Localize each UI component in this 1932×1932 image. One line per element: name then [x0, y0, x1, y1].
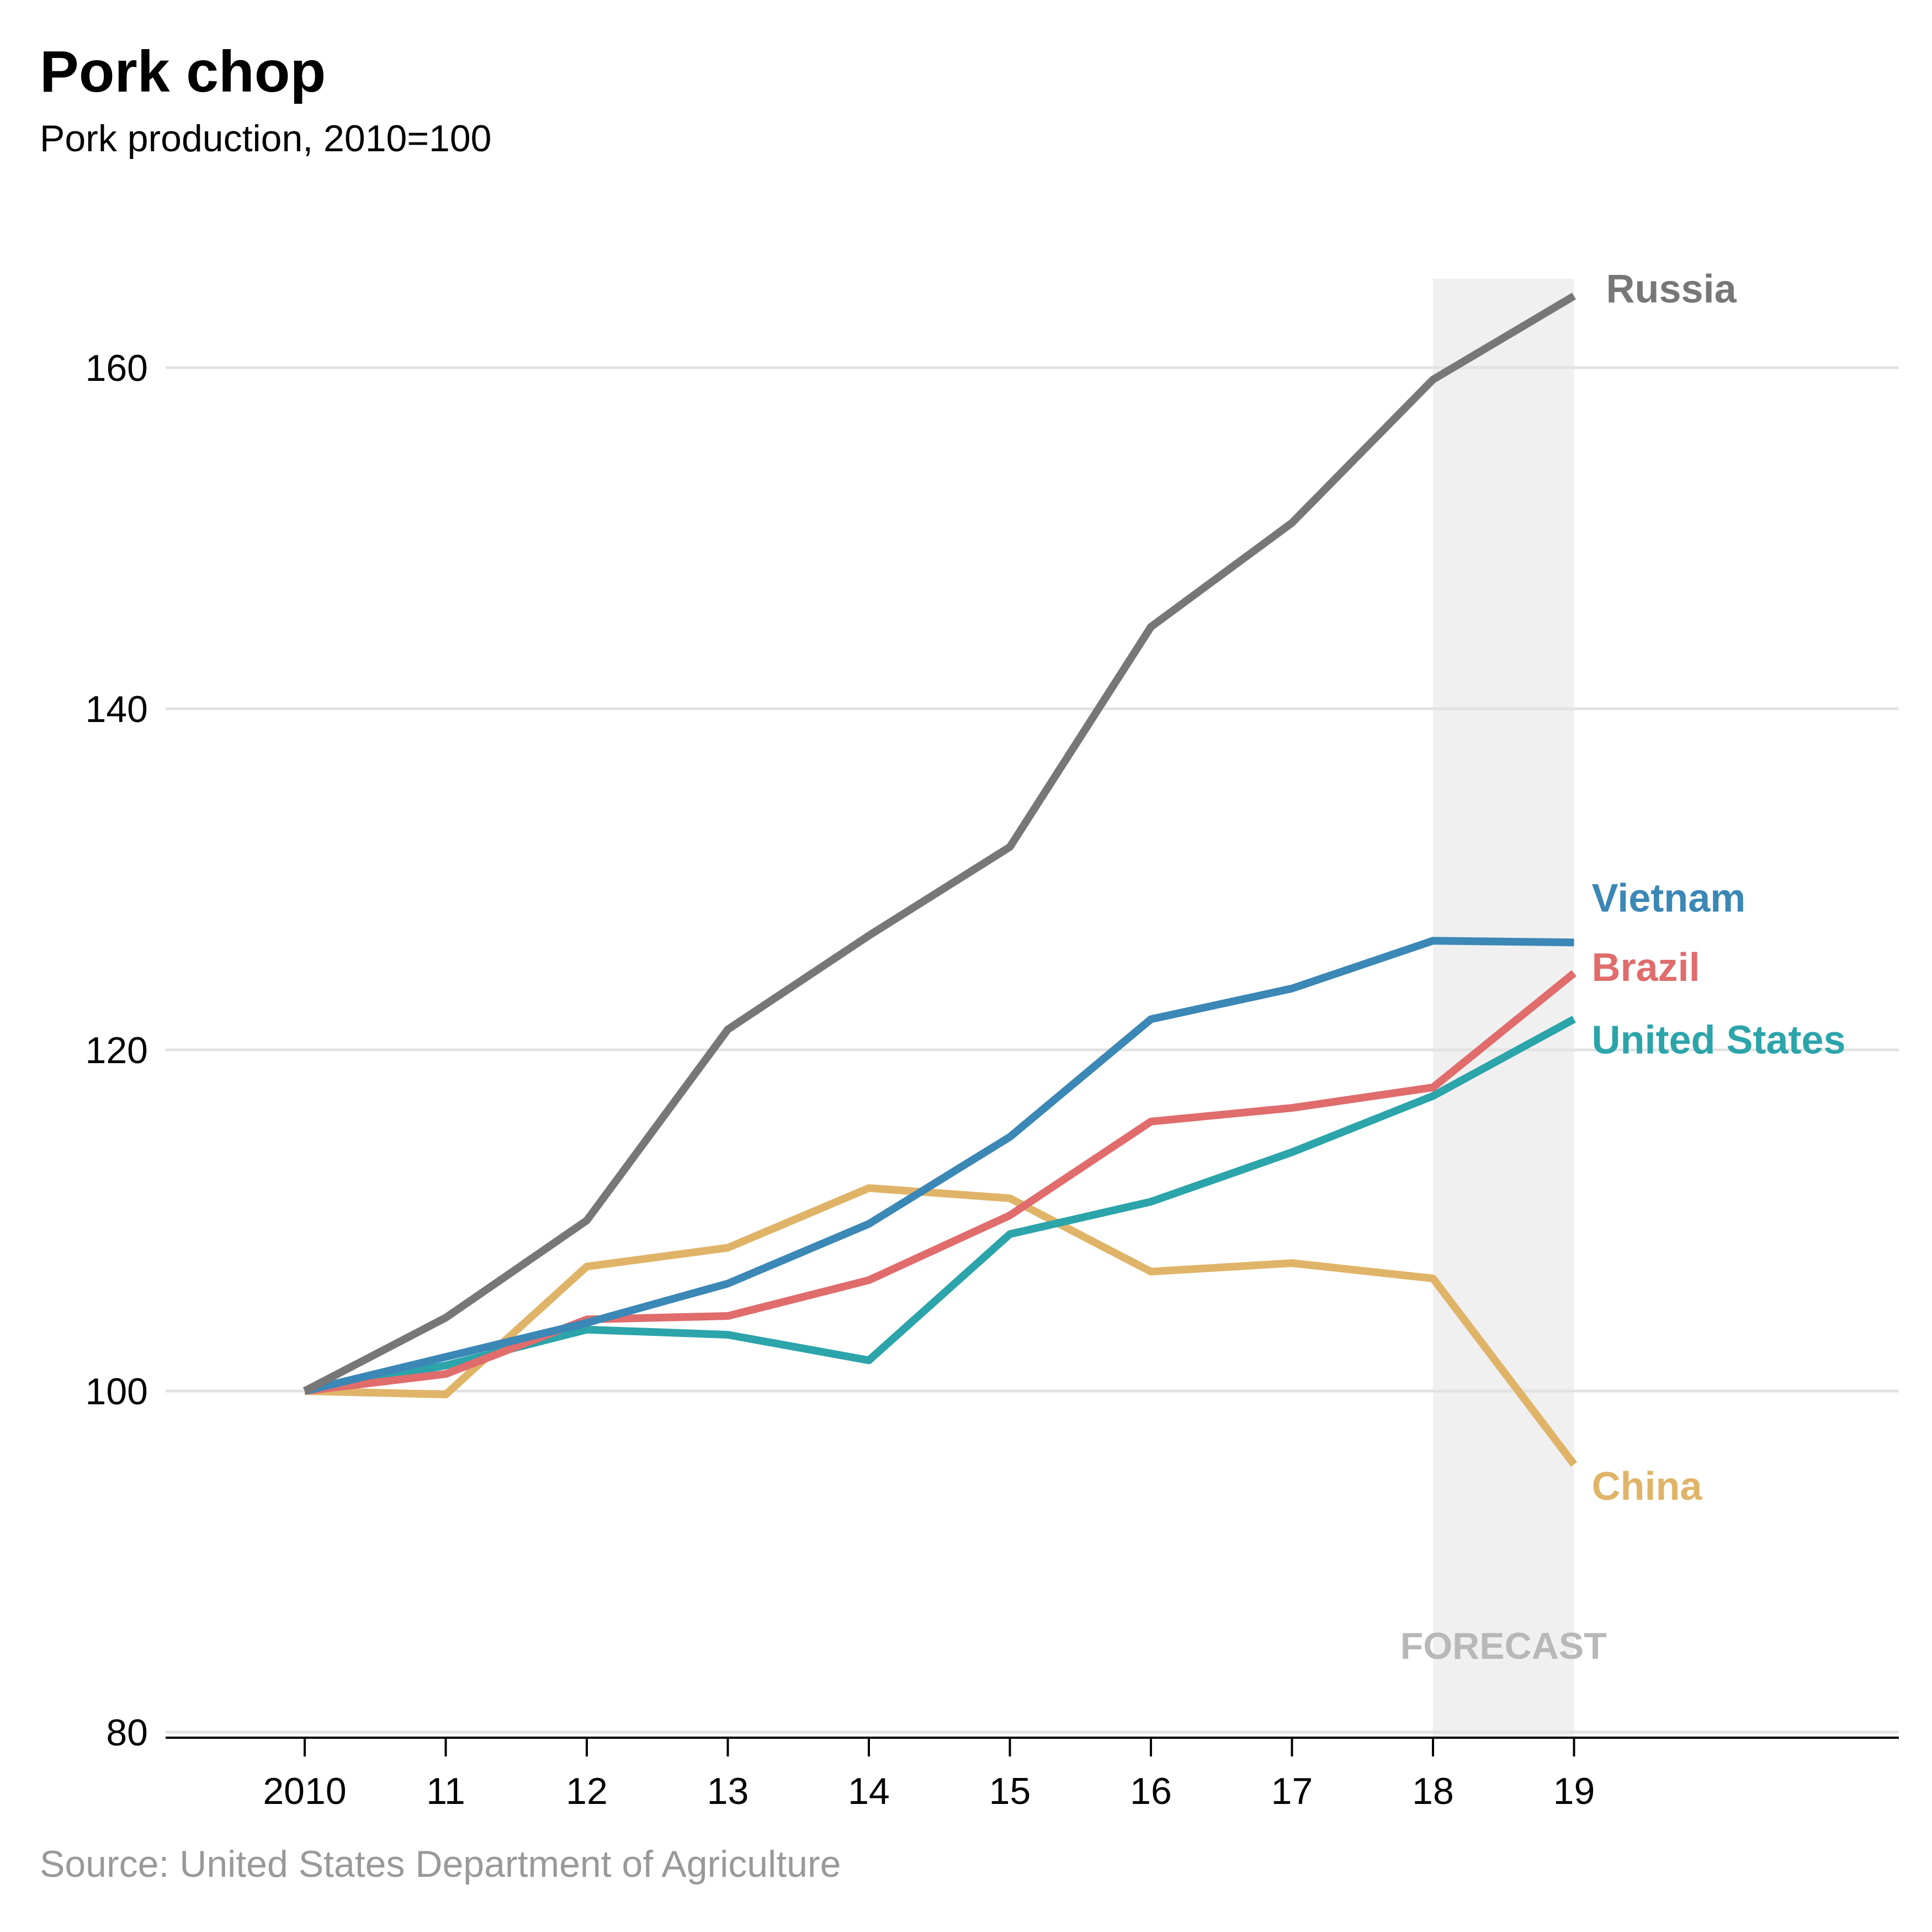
x-tick-label: 15 — [989, 1770, 1031, 1812]
series-label-brazil: Brazil — [1592, 946, 1700, 990]
y-tick-label: 140 — [86, 688, 148, 730]
series-line-united-states — [304, 1016, 1576, 1395]
series-line-russia — [302, 293, 1577, 1395]
x-tick-label: 2010 — [263, 1770, 346, 1812]
series-line-china — [304, 1184, 1578, 1467]
x-tick-label: 14 — [848, 1770, 890, 1812]
y-axis: 80 100 120 140 160 — [86, 347, 148, 1754]
x-axis: 2010 11 12 13 14 15 16 17 18 19 — [166, 1737, 1899, 1812]
x-tick-label: 17 — [1271, 1770, 1313, 1812]
series-label-united-states: United States — [1592, 1018, 1846, 1062]
forecast-label: FORECAST — [1400, 1625, 1607, 1667]
series-lines — [302, 293, 1578, 1467]
y-tick-label: 100 — [86, 1371, 148, 1413]
x-tick-label: 12 — [566, 1770, 608, 1812]
series-line-vietnam — [304, 937, 1574, 1395]
chart-title: Pork chop — [40, 39, 326, 104]
series-label-china: China — [1592, 1464, 1703, 1509]
gridlines — [166, 366, 1899, 1734]
x-tick-label: 16 — [1130, 1770, 1172, 1812]
y-tick-label: 120 — [86, 1029, 148, 1071]
series-label-russia: Russia — [1606, 267, 1737, 311]
x-tick-label: 19 — [1553, 1770, 1595, 1812]
forecast-shading — [1433, 279, 1574, 1738]
x-tick-label: 11 — [426, 1770, 465, 1812]
x-tick-label: 13 — [707, 1770, 749, 1812]
forecast-band: FORECAST — [1400, 279, 1607, 1738]
series-line-brazil — [304, 970, 1577, 1395]
y-tick-label: 160 — [86, 347, 148, 389]
chart-subtitle: Pork production, 2010=100 — [40, 118, 492, 160]
series-labels: Russia Vietnam Brazil United States China — [1592, 267, 1846, 1509]
y-tick-label: 80 — [106, 1712, 148, 1754]
series-label-vietnam: Vietnam — [1592, 876, 1746, 920]
source-note: Source: United States Department of Agri… — [40, 1843, 841, 1885]
x-tick-label: 18 — [1412, 1770, 1454, 1812]
